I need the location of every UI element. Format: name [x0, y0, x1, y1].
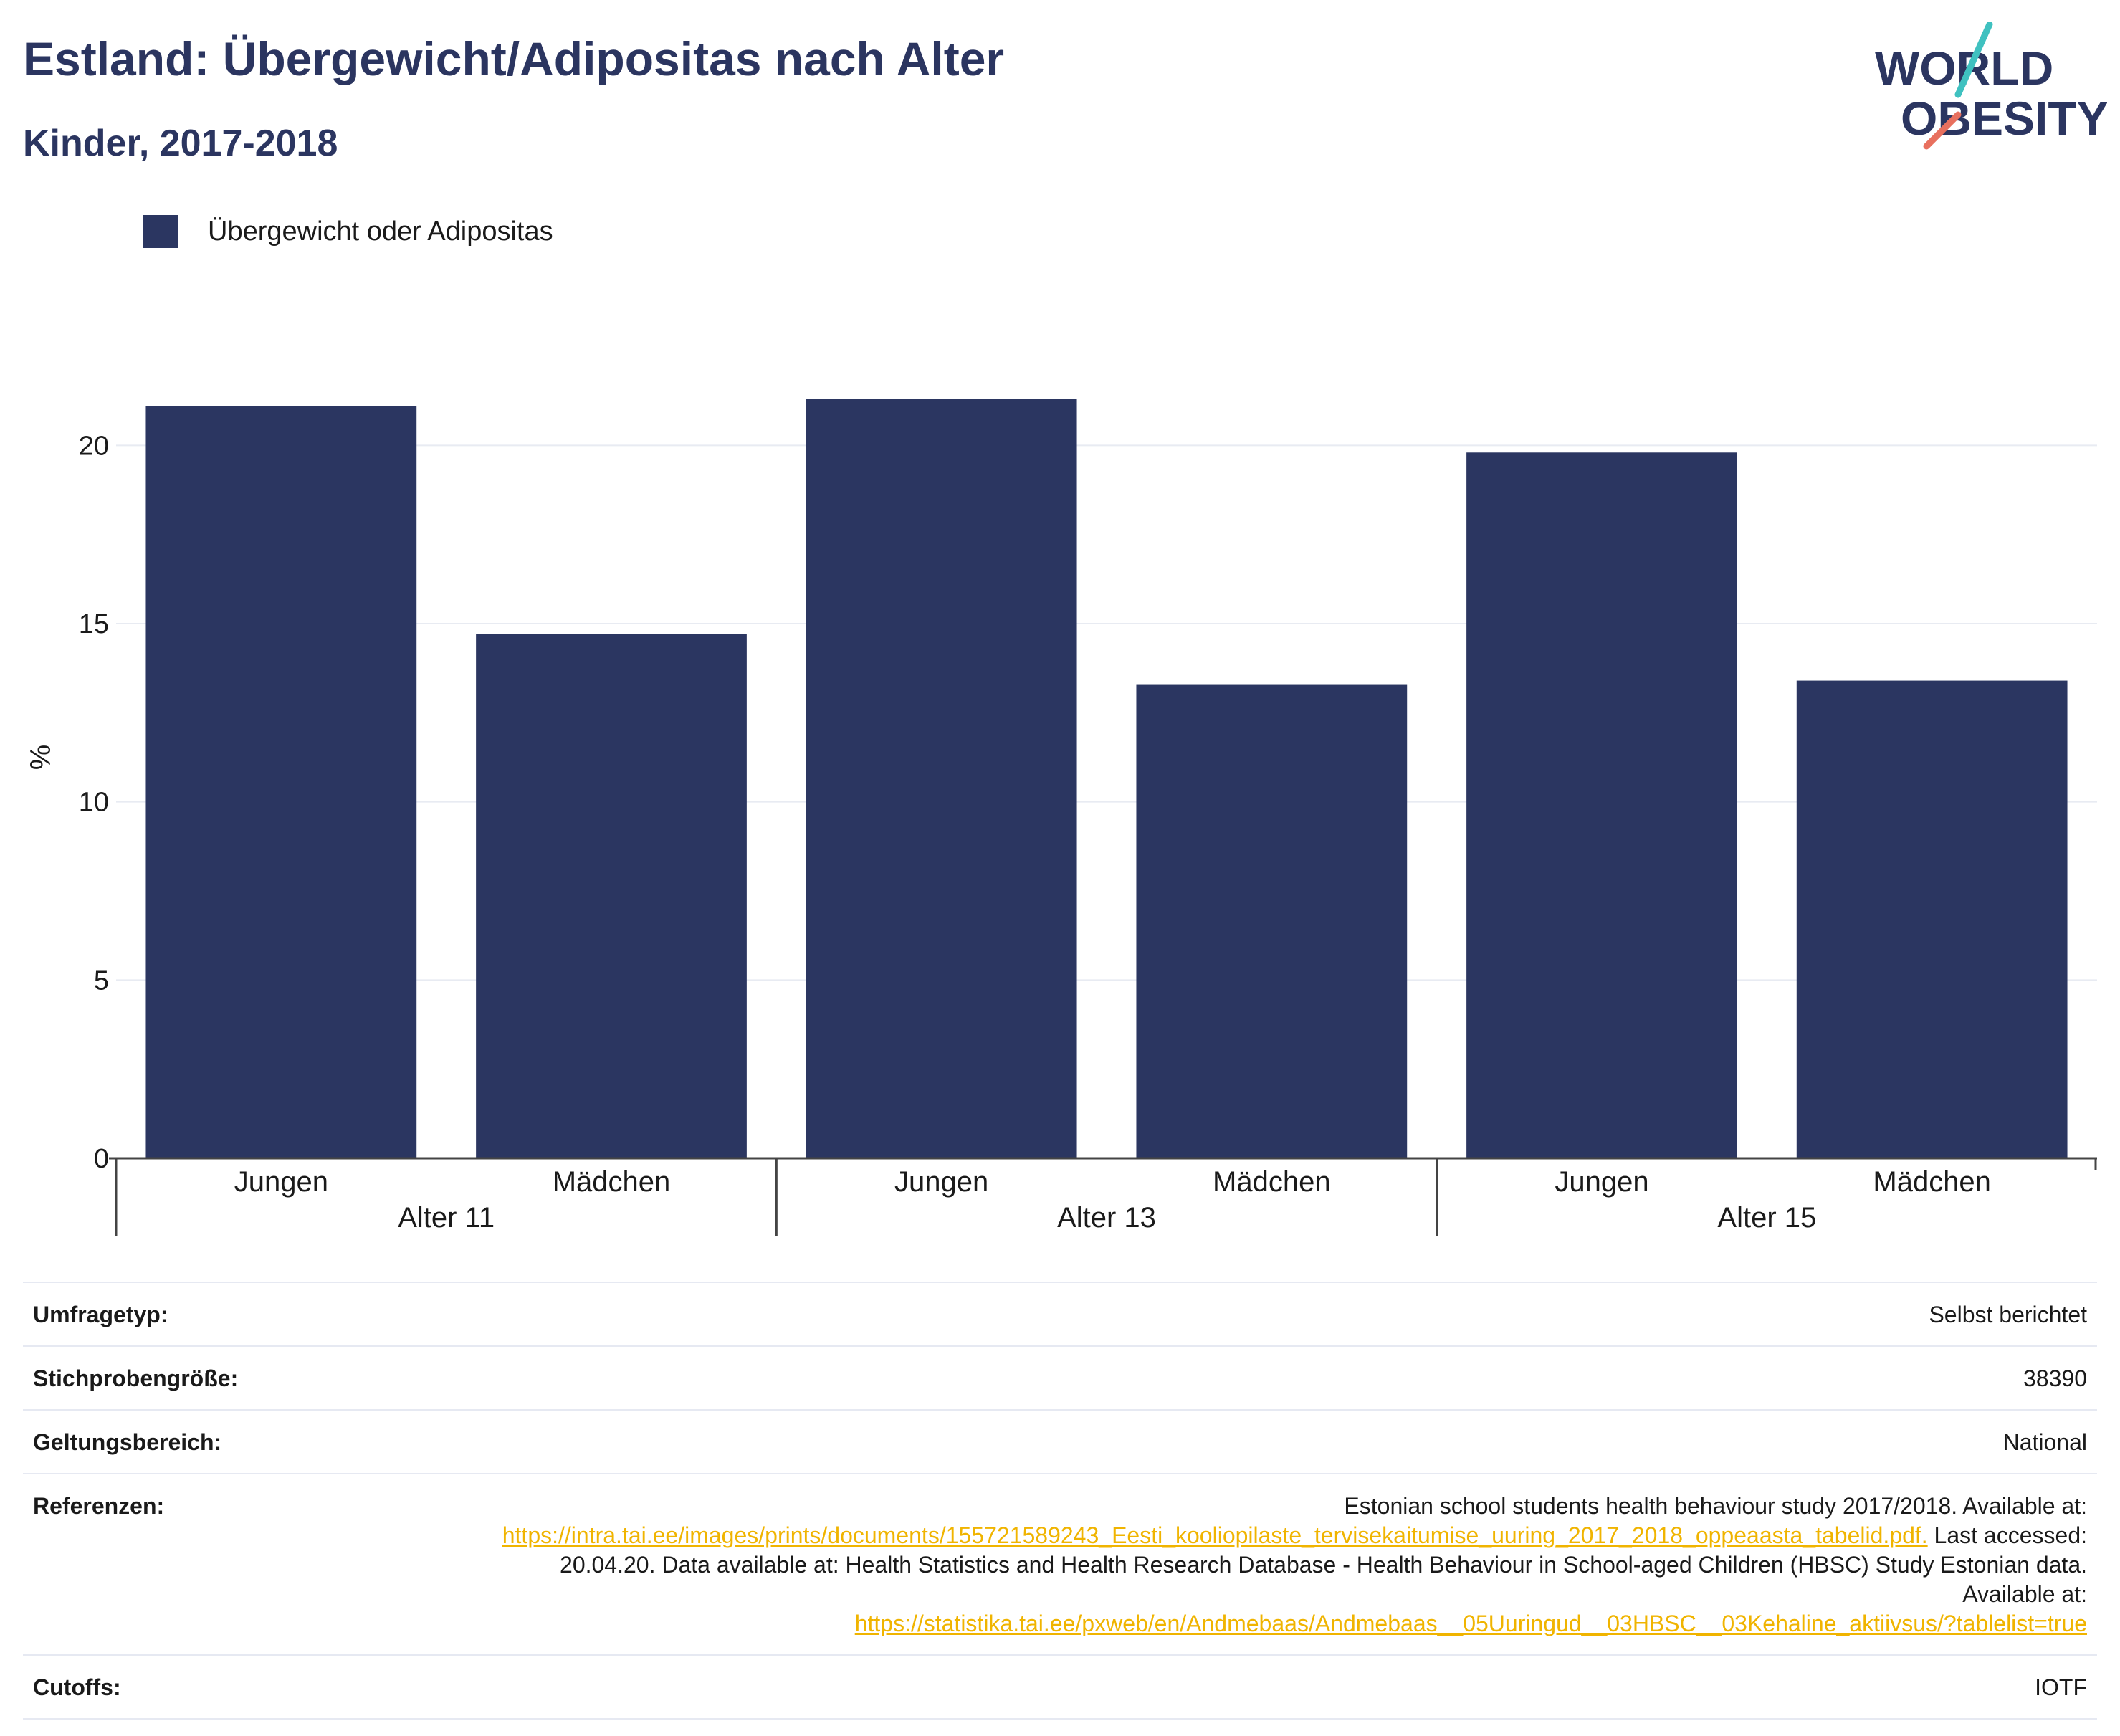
logo-slash-teal: [1954, 22, 1993, 98]
info-value-references: Estonian school students health behaviou…: [474, 1492, 2087, 1639]
bar-2: [476, 634, 747, 1158]
info-value: 38390: [2023, 1365, 2087, 1391]
y-tick-label: 0: [94, 1144, 109, 1174]
info-row-cutoffs: Cutoffs: IOTF: [23, 1654, 2097, 1720]
info-label: Umfragetyp:: [33, 1302, 168, 1327]
y-tick-label: 20: [79, 431, 109, 461]
x-tick-label: Jungen: [894, 1166, 988, 1198]
reference-text-1: Estonian school students health behaviou…: [1344, 1493, 2087, 1519]
x-tick-label: Mädchen: [1213, 1166, 1331, 1198]
x-tick-label: Mädchen: [1873, 1166, 1991, 1198]
group-label: Alter 15: [1717, 1202, 1816, 1234]
info-row-coverage: Geltungsbereich: National: [23, 1409, 2097, 1473]
info-value: Selbst berichtet: [1929, 1302, 2087, 1327]
info-table: Umfragetyp: Selbst berichtet Stichproben…: [23, 1282, 2097, 1720]
chart-title: Estland: Übergewicht/Adipositas nach Alt…: [23, 32, 1005, 85]
info-row-sample-size: Stichprobengröße: 38390: [23, 1345, 2097, 1409]
y-tick-label: 10: [79, 788, 109, 818]
y-tick-label: 15: [79, 609, 109, 639]
group-label: Alter 13: [1057, 1202, 1156, 1234]
bar-chart: 0 5 10 15 20% Jungen Mädchen Jungen Mädchen Junge…: [25, 399, 2097, 1236]
bar-1: [145, 406, 417, 1158]
info-value: National: [2002, 1429, 2087, 1455]
reference-text-2: Last accessed: 20.04.20. Data available …: [560, 1522, 2087, 1607]
group-label: Alter 11: [398, 1202, 495, 1234]
y-tick-label: 5: [94, 965, 109, 996]
x-tick-label: Jungen: [234, 1166, 328, 1198]
info-label: Referenzen:: [33, 1493, 165, 1519]
y-axis-label: %: [25, 745, 57, 771]
info-row-survey-type: Umfragetyp: Selbst berichtet: [23, 1282, 2097, 1345]
info-label: Cutoffs:: [33, 1674, 121, 1700]
x-tick-label: Jungen: [1555, 1166, 1648, 1198]
reference-link-2[interactable]: https://statistika.tai.ee/pxweb/en/Andme…: [854, 1611, 2087, 1636]
info-value: IOTF: [2035, 1674, 2087, 1700]
bar-4: [1136, 684, 1408, 1158]
info-row-references: Referenzen: Estonian school students hea…: [23, 1473, 2097, 1654]
chart-subtitle: Kinder, 2017-2018: [23, 123, 338, 164]
bar-3: [806, 399, 1077, 1159]
logo-slash-coral: [1923, 111, 1962, 150]
legend-swatch: [143, 215, 178, 248]
bar-5: [1466, 452, 1737, 1158]
bar-6: [1796, 680, 2068, 1158]
reference-link-1[interactable]: https://intra.tai.ee/images/prints/docum…: [502, 1522, 1928, 1548]
world-obesity-logo: WORLD OBESITY: [1875, 22, 2107, 150]
info-label: Stichprobengröße:: [33, 1365, 239, 1391]
legend-label: Übergewicht oder Adipositas: [208, 216, 553, 247]
info-label: Geltungsbereich:: [33, 1429, 222, 1455]
x-tick-label: Mädchen: [553, 1166, 671, 1198]
chart-legend[interactable]: Übergewicht oder Adipositas: [143, 215, 553, 248]
